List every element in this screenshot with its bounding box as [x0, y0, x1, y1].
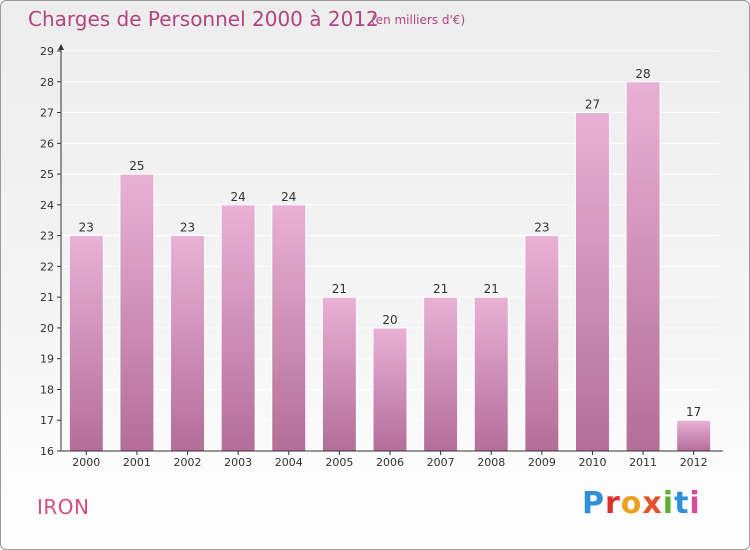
data-label-2006: 20 — [382, 313, 397, 327]
data-label-2001: 25 — [129, 159, 144, 173]
y-tick-label: 24 — [40, 199, 54, 212]
data-label-2008: 21 — [484, 282, 499, 296]
y-tick-label: 20 — [40, 322, 54, 335]
x-tick-label: 2004 — [275, 456, 303, 469]
y-tick-label: 25 — [40, 168, 54, 181]
logo-letter: r — [605, 486, 621, 521]
y-tick-label: 29 — [40, 45, 54, 58]
chart-title: Charges de Personnel 2000 à 2012 — [28, 7, 379, 31]
x-tick-label: 2006 — [376, 456, 404, 469]
bar-2001 — [119, 173, 155, 452]
logo-letter: x — [642, 486, 663, 521]
logo-letter: t — [674, 486, 690, 521]
x-tick-label: 2007 — [427, 456, 455, 469]
y-tick-label: 26 — [40, 137, 54, 150]
location-name: IRON — [37, 495, 90, 519]
bar-2012 — [676, 419, 712, 452]
x-tick-label: 2000 — [72, 456, 100, 469]
logo-letter: i — [689, 486, 701, 521]
axes — [57, 44, 723, 455]
bar-2005 — [321, 296, 357, 452]
data-label-2004: 24 — [281, 190, 296, 204]
x-tick-label: 2001 — [123, 456, 151, 469]
data-label-2011: 28 — [635, 67, 650, 81]
y-tick-label: 18 — [40, 383, 54, 396]
bar-2011 — [625, 81, 661, 452]
x-tick-label: 2011 — [629, 456, 657, 469]
y-tick-label: 27 — [40, 107, 54, 120]
data-label-2010: 27 — [585, 98, 600, 112]
x-tick-label: 2012 — [680, 456, 708, 469]
x-tick-label: 2003 — [224, 456, 252, 469]
bars — [68, 81, 712, 452]
bar-2007 — [423, 296, 459, 452]
logo-letter: P — [582, 486, 605, 521]
chart-subtitle: (en milliers d'€) — [371, 13, 466, 27]
data-label-2003: 24 — [231, 190, 246, 204]
x-tick-label: 2009 — [528, 456, 556, 469]
proxiti-logo[interactable]: Proxiti — [582, 486, 701, 521]
bar-2009 — [524, 235, 560, 452]
data-label-2005: 21 — [332, 282, 347, 296]
bar-2004 — [271, 204, 307, 452]
bar-2008 — [473, 296, 509, 452]
logo-letter: o — [620, 486, 643, 521]
x-tick-label: 2008 — [477, 456, 505, 469]
labels: 23 2000 25 2001 23 2002 24 2003 24 2004 21 2005 20 20… — [40, 45, 708, 469]
y-axis-arrow — [58, 44, 64, 50]
bar-2006 — [372, 327, 408, 452]
data-label-2000: 23 — [79, 221, 94, 235]
bar-2003 — [220, 204, 256, 452]
data-label-2009: 23 — [534, 221, 549, 235]
data-label-2007: 21 — [433, 282, 448, 296]
y-tick-label: 22 — [40, 260, 54, 273]
y-tick-label: 17 — [40, 414, 54, 427]
y-tick-label: 23 — [40, 230, 54, 243]
y-tick-label: 19 — [40, 353, 54, 366]
x-tick-label: 2002 — [174, 456, 202, 469]
y-tick-label: 21 — [40, 291, 54, 304]
data-label-2012: 17 — [686, 405, 701, 419]
bar-2000 — [68, 235, 104, 452]
bar-2010 — [574, 112, 610, 452]
y-tick-label: 28 — [40, 76, 54, 89]
x-tick-label: 2010 — [578, 456, 606, 469]
y-tick-label: 16 — [40, 445, 54, 458]
logo-letter: i — [662, 486, 675, 521]
x-tick-label: 2005 — [325, 456, 353, 469]
data-label-2002: 23 — [180, 221, 195, 235]
bar-2002 — [170, 235, 206, 452]
